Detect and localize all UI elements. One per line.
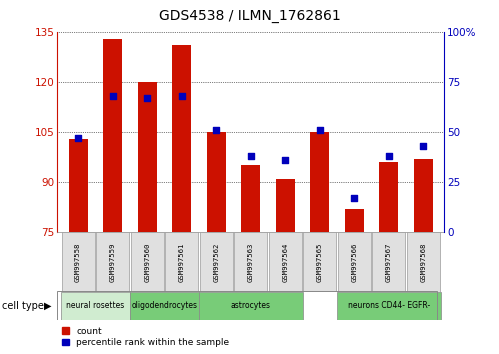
FancyBboxPatch shape [337, 292, 441, 320]
Bar [172, 45, 191, 232]
FancyBboxPatch shape [268, 232, 302, 292]
Text: GSM997560: GSM997560 [144, 242, 150, 282]
Bar [68, 138, 88, 232]
FancyBboxPatch shape [338, 232, 371, 292]
Text: GSM997564: GSM997564 [282, 242, 288, 282]
Bar [345, 209, 364, 232]
FancyBboxPatch shape [131, 232, 164, 292]
Text: GSM997558: GSM997558 [75, 242, 81, 282]
Bar [207, 132, 226, 232]
Text: GSM997562: GSM997562 [213, 242, 219, 282]
FancyBboxPatch shape [200, 232, 233, 292]
Bar [241, 165, 260, 232]
Text: cell type: cell type [2, 301, 44, 311]
Point [316, 127, 324, 133]
Text: ▶: ▶ [44, 301, 51, 311]
FancyBboxPatch shape [199, 292, 302, 320]
Point [143, 95, 151, 101]
Point [212, 127, 220, 133]
FancyBboxPatch shape [61, 232, 95, 292]
Point [350, 195, 358, 201]
FancyBboxPatch shape [130, 292, 199, 320]
Point [178, 93, 186, 99]
Text: GSM997567: GSM997567 [386, 242, 392, 282]
Point [109, 93, 117, 99]
Text: GDS4538 / ILMN_1762861: GDS4538 / ILMN_1762861 [159, 9, 340, 23]
Legend: count, percentile rank within the sample: count, percentile rank within the sample [62, 327, 230, 347]
Bar [276, 178, 295, 232]
Point [281, 157, 289, 163]
FancyBboxPatch shape [165, 232, 198, 292]
Bar [379, 162, 398, 232]
FancyBboxPatch shape [96, 232, 129, 292]
Text: GSM997561: GSM997561 [179, 242, 185, 282]
Point [419, 143, 427, 149]
FancyBboxPatch shape [407, 232, 440, 292]
FancyBboxPatch shape [61, 292, 130, 320]
Text: GSM997568: GSM997568 [420, 242, 426, 282]
Point [74, 135, 82, 141]
Bar [103, 39, 122, 232]
Point [247, 153, 255, 159]
Text: oligodendrocytes: oligodendrocytes [131, 301, 198, 310]
Bar [310, 132, 329, 232]
Text: neural rosettes: neural rosettes [66, 301, 124, 310]
Text: neurons CD44- EGFR-: neurons CD44- EGFR- [348, 301, 430, 310]
Text: GSM997566: GSM997566 [351, 242, 357, 282]
Bar [138, 82, 157, 232]
FancyBboxPatch shape [372, 232, 405, 292]
Bar [414, 159, 433, 232]
Text: GSM997565: GSM997565 [317, 242, 323, 282]
Text: GSM997559: GSM997559 [110, 242, 116, 282]
FancyBboxPatch shape [303, 232, 336, 292]
FancyBboxPatch shape [234, 232, 267, 292]
Point [385, 153, 393, 159]
Text: astrocytes: astrocytes [231, 301, 271, 310]
Text: GSM997563: GSM997563 [248, 242, 254, 282]
